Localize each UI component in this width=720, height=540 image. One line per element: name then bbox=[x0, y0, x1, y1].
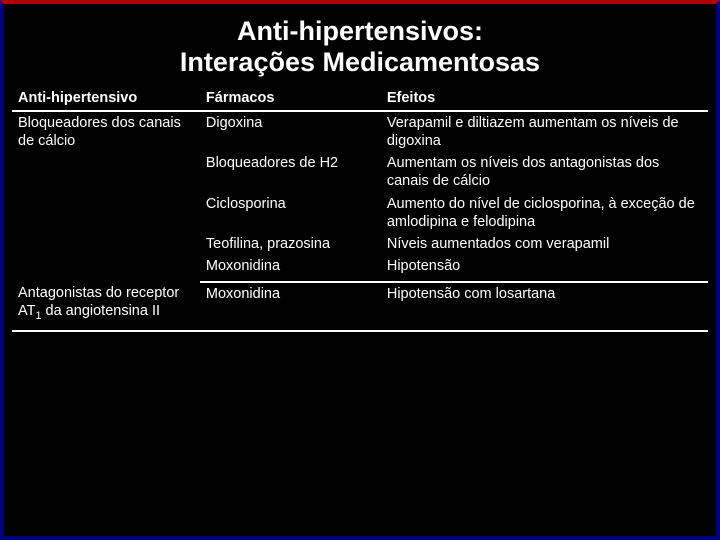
col-header-farmacos: Fármacos bbox=[200, 86, 381, 111]
cell-drug: Bloqueadores de H2 bbox=[200, 152, 381, 192]
cell-drug: Moxonidina bbox=[200, 282, 381, 331]
slide-frame: Anti-hipertensivos: Interações Medicamen… bbox=[0, 0, 720, 540]
cell-effect: Aumentam os níveis dos antagonistas dos … bbox=[381, 152, 708, 192]
cell-effect: Níveis aumentados com verapamil bbox=[381, 233, 708, 255]
cell-category: Antagonistas do receptor AT1 da angioten… bbox=[12, 282, 200, 331]
cell-category: Bloqueadores dos canais de cálcio bbox=[12, 111, 200, 282]
title-line-2: Interações Medicamentosas bbox=[24, 47, 696, 78]
interactions-table: Anti-hipertensivo Fármacos Efeitos Bloqu… bbox=[12, 86, 708, 332]
cell-drug: Moxonidina bbox=[200, 255, 381, 282]
title-line-1: Anti-hipertensivos: bbox=[24, 16, 696, 47]
col-header-efeitos: Efeitos bbox=[381, 86, 708, 111]
cell-effect: Verapamil e diltiazem aumentam os níveis… bbox=[381, 111, 708, 152]
col-header-antihipertensivo: Anti-hipertensivo bbox=[12, 86, 200, 111]
title-area: Anti-hipertensivos: Interações Medicamen… bbox=[4, 4, 716, 86]
table-row: Antagonistas do receptor AT1 da angioten… bbox=[12, 282, 708, 331]
cell-drug: Digoxina bbox=[200, 111, 381, 152]
category-text-suffix: da angiotensina II bbox=[42, 303, 161, 319]
cell-effect: Aumento do nível de ciclosporina, à exce… bbox=[381, 193, 708, 233]
cell-effect: Hipotensão com losartana bbox=[381, 282, 708, 331]
cell-effect: Hipotensão bbox=[381, 255, 708, 282]
table-row: Bloqueadores dos canais de cálcio Digoxi… bbox=[12, 111, 708, 152]
table-container: Anti-hipertensivo Fármacos Efeitos Bloqu… bbox=[4, 86, 716, 332]
table-header-row: Anti-hipertensivo Fármacos Efeitos bbox=[12, 86, 708, 111]
cell-drug: Teofilina, prazosina bbox=[200, 233, 381, 255]
cell-drug: Ciclosporina bbox=[200, 193, 381, 233]
